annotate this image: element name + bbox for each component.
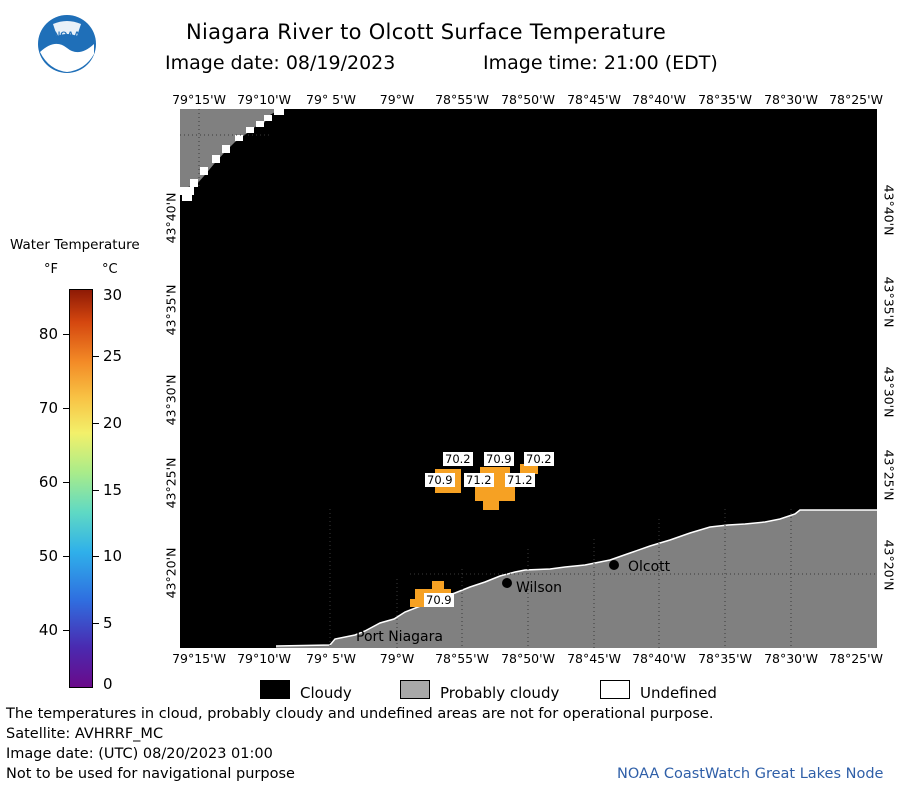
temperature-label: 70.9 xyxy=(424,593,454,607)
place-label-olcott: Olcott xyxy=(628,559,671,575)
temperature-label: 70.2 xyxy=(443,452,473,466)
probably-cloudy-label: Probably cloudy xyxy=(440,684,560,702)
footer-navigation-note: Not to be used for navigational purpose xyxy=(6,766,295,782)
graticule xyxy=(180,109,877,648)
lat-label-left: 43°25'N xyxy=(163,457,179,509)
image-date: Image date: 08/19/2023 xyxy=(165,52,396,74)
lon-label-bottom: 79°W xyxy=(379,651,415,666)
lon-label-top: 79°15'W xyxy=(172,92,226,107)
legend-tick-c: 10 xyxy=(103,547,123,565)
legend-tick-f: 60 xyxy=(38,473,58,491)
image-time: Image time: 21:00 (EDT) xyxy=(483,52,718,74)
legend-tick-c: 25 xyxy=(103,347,123,365)
lon-label-bottom: 79°15'W xyxy=(172,651,226,666)
lat-label-right: 43°30'N xyxy=(881,366,897,418)
colorbar-tick xyxy=(93,556,99,557)
svg-text:NOAA: NOAA xyxy=(54,30,81,40)
legend-tick-c: 30 xyxy=(103,286,123,304)
temperature-label: 71.2 xyxy=(464,473,494,487)
legend-tick-c: 15 xyxy=(103,481,123,499)
page-title: Niagara River to Olcott Surface Temperat… xyxy=(186,20,667,44)
lat-label-right: 43°35'N xyxy=(881,276,897,328)
lat-label-right: 43°20'N xyxy=(881,539,897,591)
colorbar-tick xyxy=(63,556,69,557)
land-us xyxy=(276,510,877,648)
lon-label-top: 78°40'W xyxy=(632,92,686,107)
lon-label-top: 78°30'W xyxy=(764,92,818,107)
cloudy-swatch xyxy=(260,680,290,699)
legend-unit-c: °C xyxy=(102,262,118,277)
lat-label-left: 43°40'N xyxy=(163,192,179,244)
cloudy-label: Cloudy xyxy=(300,684,352,702)
colorbar-tick xyxy=(63,408,69,409)
lat-label-left: 43°20'N xyxy=(163,547,179,599)
lon-label-bottom: 78°55'W xyxy=(435,651,489,666)
lon-label-bottom: 78°50'W xyxy=(501,651,555,666)
temperature-label: 70.9 xyxy=(484,452,514,466)
lon-label-top: 79°10'W xyxy=(237,92,291,107)
colorbar-tick xyxy=(63,482,69,483)
colorbar-tick xyxy=(63,334,69,335)
lon-label-top: 78°45'W xyxy=(567,92,621,107)
lat-label-right: 43°25'N xyxy=(881,449,897,501)
lat-label-right: 43°40'N xyxy=(881,184,897,236)
temperature-label: 70.2 xyxy=(524,452,554,466)
colorbar-tick xyxy=(63,630,69,631)
legend-tick-f: 80 xyxy=(38,325,58,343)
footer-satellite: Satellite: AVHRRF_MC xyxy=(6,726,164,742)
undefined-swatch xyxy=(600,680,630,699)
legend-tick-c: 0 xyxy=(103,675,113,693)
lon-label-top: 79°W xyxy=(379,92,415,107)
lon-label-top: 79° 5'W xyxy=(306,92,356,107)
lon-label-bottom: 78°40'W xyxy=(632,651,686,666)
wilson-marker-icon xyxy=(502,578,512,588)
lon-label-bottom: 79°10'W xyxy=(237,651,291,666)
lon-label-bottom: 79° 5'W xyxy=(306,651,356,666)
lon-label-bottom: 78°25'W xyxy=(829,651,883,666)
place-label-wilson: Wilson xyxy=(516,580,563,596)
legend-tick-f: 70 xyxy=(38,399,58,417)
temperature-map xyxy=(180,109,877,648)
lon-label-bottom: 78°45'W xyxy=(567,651,621,666)
lon-label-top: 78°50'W xyxy=(501,92,555,107)
lon-label-top: 78°25'W xyxy=(829,92,883,107)
undefined-label: Undefined xyxy=(640,684,717,702)
credit-link[interactable]: NOAA CoastWatch Great Lakes Node xyxy=(617,766,884,782)
colorbar-tick xyxy=(93,490,99,491)
legend-tick-c: 5 xyxy=(103,614,113,632)
footer-utc-date: Image date: (UTC) 08/20/2023 01:00 xyxy=(6,746,273,762)
colorbar-tick xyxy=(93,623,99,624)
lat-label-left: 43°35'N xyxy=(163,284,179,336)
colorbar-tick xyxy=(93,356,99,357)
probably-cloudy-swatch xyxy=(400,680,430,699)
temperature-label: 70.9 xyxy=(425,473,455,487)
undefined-pixels xyxy=(180,109,284,201)
colorbar xyxy=(69,289,93,688)
legend-tick-c: 20 xyxy=(103,414,123,432)
legend-unit-f: °F xyxy=(44,262,58,277)
legend-tick-f: 50 xyxy=(38,547,58,565)
noaa-logo-icon: NOAA xyxy=(38,15,96,73)
colorbar-tick xyxy=(93,423,99,424)
lon-label-top: 78°55'W xyxy=(435,92,489,107)
lon-label-bottom: 78°30'W xyxy=(764,651,818,666)
lon-label-top: 78°35'W xyxy=(698,92,752,107)
temperature-label: 71.2 xyxy=(505,473,535,487)
place-label-port-niagara: Port Niagara xyxy=(356,629,443,645)
olcott-marker-icon xyxy=(609,560,619,570)
legend-tick-f: 40 xyxy=(38,621,58,639)
lon-label-bottom: 78°35'W xyxy=(698,651,752,666)
lat-label-left: 43°30'N xyxy=(163,374,179,426)
legend-title: Water Temperature xyxy=(10,237,140,253)
footer-disclaimer: The temperatures in cloud, probably clou… xyxy=(6,706,714,722)
